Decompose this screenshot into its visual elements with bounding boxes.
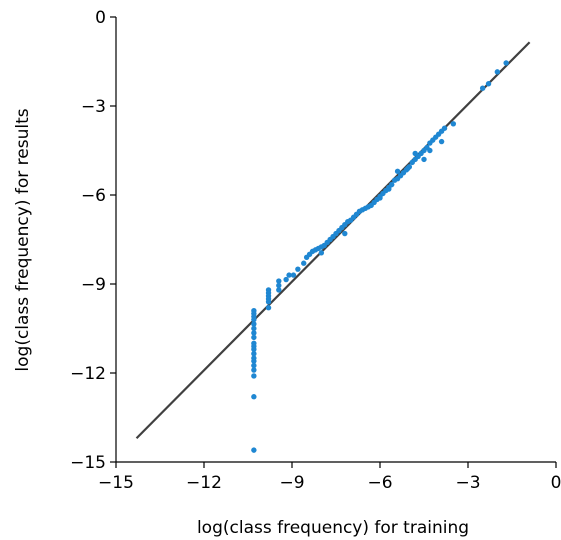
x-tick-label: −3 xyxy=(455,473,480,493)
data-point xyxy=(251,358,257,364)
data-point xyxy=(286,272,292,278)
reference-line xyxy=(135,41,531,440)
data-point xyxy=(265,305,272,311)
y-tick-label: −12 xyxy=(70,364,106,384)
data-point xyxy=(485,81,492,87)
y-tick-label: −9 xyxy=(81,275,106,295)
x-tick-label: −15 xyxy=(98,473,134,493)
data-point xyxy=(290,272,297,278)
data-point xyxy=(251,362,257,369)
data-point xyxy=(342,230,348,237)
data-point xyxy=(438,138,445,145)
data-point xyxy=(450,121,457,127)
data-point xyxy=(479,85,486,91)
data-point xyxy=(494,69,501,75)
data-point xyxy=(283,276,289,283)
x-tick-label: −9 xyxy=(279,473,304,493)
data-point xyxy=(427,147,433,154)
data-point xyxy=(421,156,427,163)
y-tick-label: −3 xyxy=(81,97,106,117)
data-point xyxy=(251,334,257,341)
data-point xyxy=(251,367,257,373)
y-tick-label: −6 xyxy=(81,186,106,206)
data-point xyxy=(295,266,301,272)
x-tick-label: 0 xyxy=(551,473,561,493)
data-point xyxy=(394,168,401,174)
data-point xyxy=(389,181,395,188)
data-point xyxy=(251,316,257,323)
data-point xyxy=(251,330,257,336)
data-point xyxy=(251,325,257,332)
y-tick-label: 0 xyxy=(95,8,106,28)
data-point xyxy=(276,282,282,289)
data-point xyxy=(377,195,383,201)
data-point xyxy=(251,373,257,379)
data-point xyxy=(251,321,257,327)
data-point xyxy=(276,278,282,284)
data-point xyxy=(265,299,272,305)
x-tick-label: −6 xyxy=(367,473,392,493)
data-point xyxy=(318,250,325,256)
plot-area: −15 −12 −9 −6 −3 0 0 −3 −6 −9 −12 −15 xyxy=(70,8,561,493)
data-point xyxy=(441,125,448,131)
data-point xyxy=(386,186,392,192)
data-point xyxy=(276,287,282,293)
data-point xyxy=(251,394,257,400)
data-point xyxy=(301,260,307,266)
data-point xyxy=(251,447,257,453)
data-point xyxy=(251,346,257,352)
data-point xyxy=(412,150,418,157)
data-point xyxy=(405,165,411,171)
x-tick-label: −12 xyxy=(186,473,222,493)
y-axis-label: log(class frequency) for results xyxy=(13,108,33,371)
x-axis-label: log(class frequency) for training xyxy=(197,518,469,538)
y-tick-label: −15 xyxy=(70,453,106,473)
data-point xyxy=(251,351,257,357)
data-point xyxy=(503,60,509,66)
